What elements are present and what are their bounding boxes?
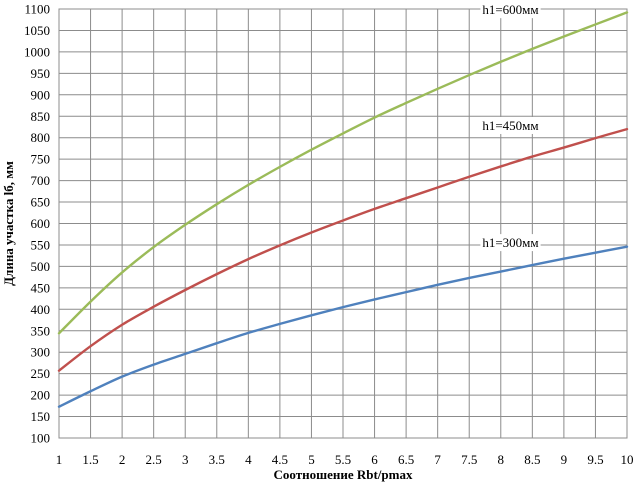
series-lines — [57, 11, 629, 408]
x-tick-label: 6 — [371, 452, 378, 467]
series-label-1: h1=300мм — [482, 235, 538, 250]
x-tick-label: 5.5 — [335, 452, 351, 467]
y-tick-label: 150 — [31, 409, 51, 424]
x-axis-title: Соотношение Rbt/pmax — [274, 467, 413, 482]
y-tick-label: 650 — [31, 195, 51, 210]
x-tick-label: 8.5 — [524, 452, 540, 467]
x-tick-label: 2 — [119, 452, 126, 467]
y-tick-label: 500 — [31, 259, 51, 274]
series-line-1 — [57, 245, 629, 408]
x-tick-label: 7 — [434, 452, 441, 467]
x-tick-label: 6.5 — [398, 452, 414, 467]
y-tick-label: 850 — [31, 109, 51, 124]
y-tick-label: 950 — [31, 66, 51, 81]
y-tick-label: 400 — [31, 302, 51, 317]
x-tick-label: 10 — [621, 452, 634, 467]
y-tick-label: 250 — [31, 366, 51, 381]
series-labels: h1=300мм h1=450мм h1=600мм — [480, 1, 541, 252]
series-label-backdrop — [480, 116, 541, 134]
x-tick-label: 4 — [245, 452, 252, 467]
series-line-3 — [57, 11, 629, 335]
x-axis-tick-labels: 1 1.5 2 2.5 3 3.5 4 4.5 5 5.5 6 6.5 7 7.5 8 8.5 9 9.5 10 — [56, 452, 634, 467]
plot-area-frame — [58, 8, 628, 439]
x-tick-label: 9.5 — [587, 452, 603, 467]
y-tick-label: 1100 — [24, 2, 50, 17]
y-tick-label: 900 — [31, 87, 51, 102]
y-tick-label: 700 — [31, 173, 51, 188]
x-tick-label: 9 — [561, 452, 568, 467]
x-tick-label: 2.5 — [146, 452, 162, 467]
y-tick-label: 600 — [31, 216, 51, 231]
x-tick-label: 4.5 — [272, 452, 288, 467]
y-tick-label: 1050 — [24, 23, 50, 38]
y-tick-label: 450 — [31, 280, 51, 295]
chart-grid — [58, 8, 628, 439]
x-tick-label: 5 — [308, 452, 315, 467]
series-label-2: h1=450мм — [482, 118, 538, 133]
x-tick-label: 1 — [56, 452, 63, 467]
y-tick-label: 200 — [31, 388, 51, 403]
y-axis-tick-labels: 100 150 200 250 300 350 400 450 500 550 600 650 700 7… — [24, 2, 50, 446]
series-label-backdrop — [480, 234, 541, 252]
x-tick-label: 3.5 — [209, 452, 225, 467]
y-tick-label: 100 — [31, 431, 51, 446]
y-tick-label: 550 — [31, 237, 51, 252]
series-label-backdrop — [480, 1, 541, 19]
x-tick-label: 3 — [182, 452, 189, 467]
y-tick-label: 800 — [31, 130, 51, 145]
y-tick-label: 300 — [31, 345, 51, 360]
y-tick-label: 750 — [31, 152, 51, 167]
x-tick-label: 1.5 — [82, 452, 98, 467]
series-line-2 — [57, 127, 629, 372]
y-tick-label: 350 — [31, 323, 51, 338]
x-tick-label: 8 — [498, 452, 505, 467]
y-axis-title: Длина участка lб, мм — [1, 161, 16, 286]
series-label-3: h1=600мм — [482, 2, 538, 17]
x-tick-label: 7.5 — [461, 452, 477, 467]
y-tick-label: 1000 — [24, 44, 50, 59]
